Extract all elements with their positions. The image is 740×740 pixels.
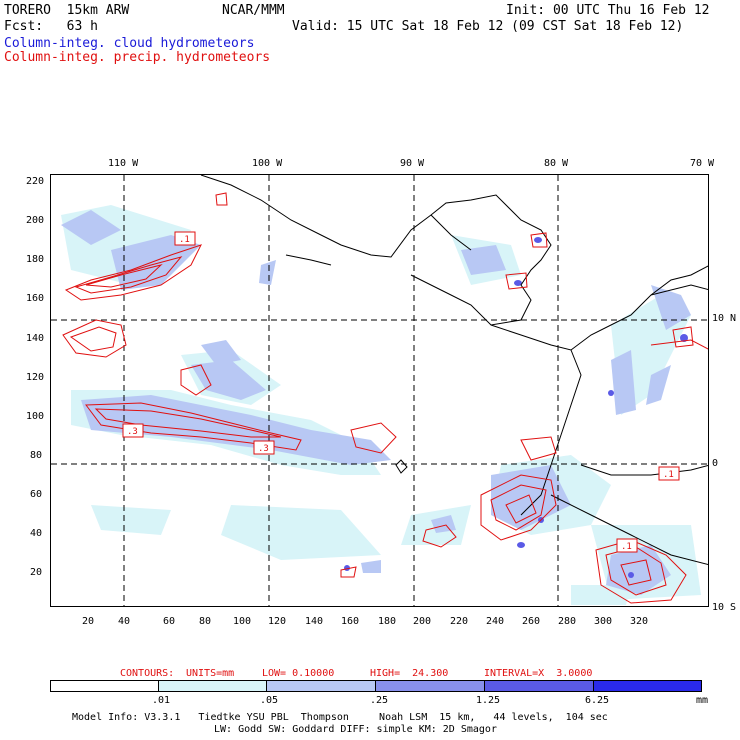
lon-label: 90 W xyxy=(400,158,425,169)
x-tick-label: 80 xyxy=(199,616,212,627)
contours-label: CONTOURS: xyxy=(120,668,175,679)
legend-swatch xyxy=(485,681,594,691)
x-tick-label: 220 xyxy=(450,616,469,627)
contour-label: .3 xyxy=(127,427,138,437)
contour-label: .3 xyxy=(258,444,269,454)
x-tick-label: 240 xyxy=(486,616,505,627)
y-tick-label: 120 xyxy=(26,372,45,383)
y-tick-label: 160 xyxy=(26,293,45,304)
legend-swatch xyxy=(376,681,485,691)
legend-swatch xyxy=(51,681,159,691)
contour-label: .1 xyxy=(179,235,190,245)
model-info: Model Info: V3.3.1 Tiedtke YSU PBL Thomp… xyxy=(72,712,608,723)
y-tick-label: 220 xyxy=(26,176,45,187)
model-title: TORERO 15km ARW xyxy=(4,3,130,18)
legend-units: mm xyxy=(696,695,709,706)
legend-tick: .01 xyxy=(152,695,171,706)
x-tick-label: 300 xyxy=(594,616,613,627)
y-tick-label: 40 xyxy=(30,528,43,539)
x-tick-label: 140 xyxy=(305,616,324,627)
physics-info: LW: Godd SW: Goddard DIFF: simple KM: 2D… xyxy=(214,724,497,735)
field-precip-label: Column-integ. precip. hydrometeors xyxy=(4,50,271,65)
contour-label-box xyxy=(616,538,638,553)
lon-label: 70 W xyxy=(690,158,715,169)
lon-label: 100 W xyxy=(252,158,283,169)
y-tick-label: 80 xyxy=(30,450,43,461)
legend-tick: .25 xyxy=(370,695,389,706)
x-tick-label: 40 xyxy=(118,616,131,627)
lon-label: 110 W xyxy=(108,158,139,169)
x-tick-label: 260 xyxy=(522,616,541,627)
legend-swatch xyxy=(267,681,376,691)
valid-time: Valid: 15 UTC Sat 18 Feb 12 (09 CST Sat … xyxy=(292,19,684,34)
contour-label-box xyxy=(174,231,196,246)
contours-units: UNITS=mm xyxy=(186,668,235,679)
legend-tick: 6.25 xyxy=(585,695,610,706)
contour-label-box xyxy=(658,466,680,481)
x-tick-label: 180 xyxy=(378,616,397,627)
legend-swatch xyxy=(159,681,267,691)
graticule xyxy=(51,175,708,606)
x-tick-label: 200 xyxy=(413,616,432,627)
color-legend xyxy=(50,680,702,692)
y-tick-label: 100 xyxy=(26,411,45,422)
x-tick-label: 60 xyxy=(163,616,176,627)
y-tick-label: 20 xyxy=(30,567,43,578)
contours-interval: INTERVAL=X 3.0000 xyxy=(484,668,593,679)
forecast-map: .1 .3 .3 .1 .1 xyxy=(50,174,709,607)
contour-label: .1 xyxy=(663,470,674,480)
lon-label: 80 W xyxy=(544,158,569,169)
contours-high: HIGH= 24.300 xyxy=(370,668,449,679)
x-tick-label: 160 xyxy=(341,616,360,627)
y-tick-label: 180 xyxy=(26,254,45,265)
y-tick-label: 140 xyxy=(26,333,45,344)
contour-label-group: .1 .3 .3 .1 .1 xyxy=(122,231,680,553)
lat-label: 0 xyxy=(712,458,719,469)
x-tick-label: 100 xyxy=(233,616,252,627)
lat-label: 10 S xyxy=(712,602,737,613)
x-tick-label: 280 xyxy=(558,616,577,627)
lat-label: 10 N xyxy=(712,313,737,324)
coastlines xyxy=(200,175,708,566)
x-tick-label: 20 xyxy=(82,616,95,627)
legend-swatch xyxy=(594,681,701,691)
y-tick-label: 200 xyxy=(26,215,45,226)
legend-tick: 1.25 xyxy=(476,695,501,706)
forecast-hour: Fcst: 63 h xyxy=(4,19,98,34)
init-time: Init: 00 UTC Thu 16 Feb 12 xyxy=(506,3,710,18)
contours-low: LOW= 0.10000 xyxy=(262,668,335,679)
precip-contours xyxy=(62,192,708,604)
contour-label: .1 xyxy=(621,542,632,552)
contour-label-box xyxy=(122,423,144,438)
legend-tick: .05 xyxy=(260,695,279,706)
x-tick-label: 120 xyxy=(268,616,287,627)
map-canvas: .1 .3 .3 .1 .1 xyxy=(51,175,708,606)
y-tick-label: 60 xyxy=(30,489,43,500)
contour-label-box xyxy=(253,440,275,455)
field-cloud-label: Column-integ. cloud hydrometeors xyxy=(4,36,255,51)
x-tick-label: 320 xyxy=(630,616,649,627)
center-name: NCAR/MMM xyxy=(222,3,285,18)
